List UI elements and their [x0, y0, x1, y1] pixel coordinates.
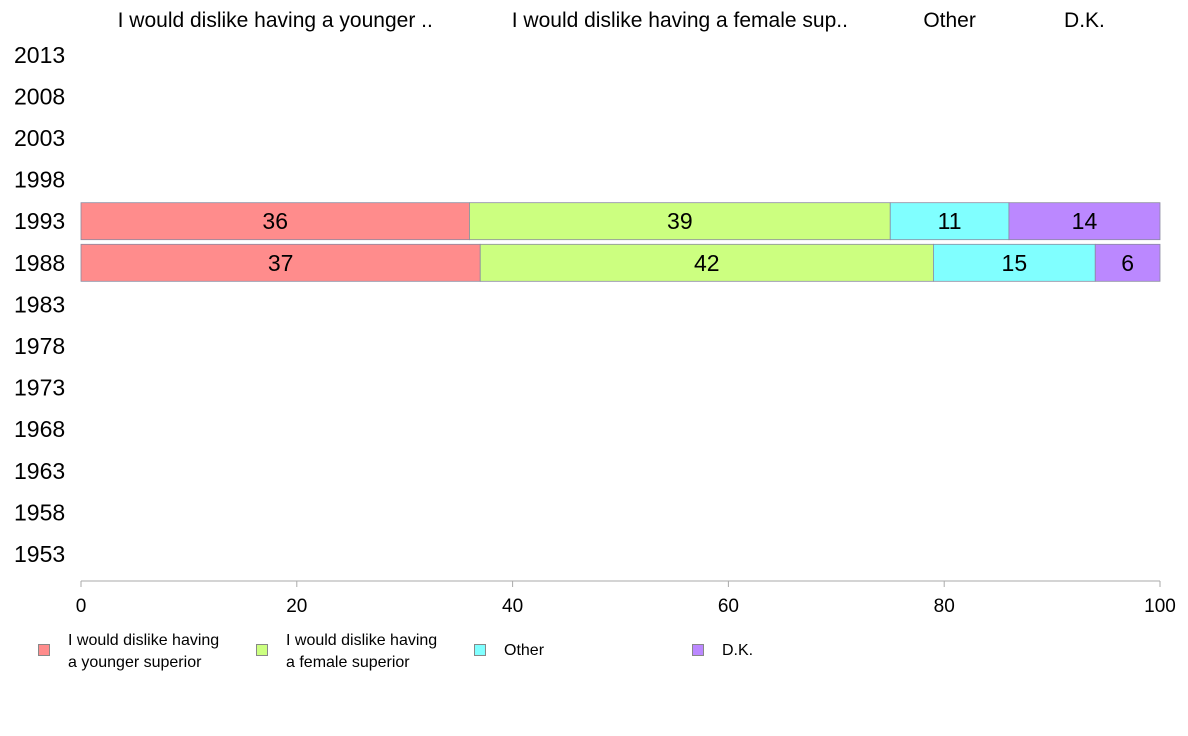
data-label: 37	[268, 250, 294, 276]
year-label: 1998	[14, 167, 65, 193]
bar-segments: 36 39 11 14 37 42 15 6	[80, 202, 1161, 282]
year-labels: 2013 2008 2003 1998 1993 1988 1983 1978 1973 1968…	[14, 42, 65, 567]
year-label: 2003	[14, 125, 65, 151]
x-tick-label: 100	[1144, 596, 1176, 617]
data-label: 36	[262, 208, 288, 234]
bar-segment-other-1993	[889, 202, 1010, 241]
data-label: 39	[667, 208, 693, 234]
stacked-bar-chart: I would dislike having a younger .. I wou…	[14, 9, 1176, 617]
x-axis: 0 20 40 60 80 100	[76, 580, 1176, 617]
year-label: 1953	[14, 541, 65, 567]
legend-swatch	[256, 644, 268, 656]
bar-segment-i-would-dislike-having-a-younger-superior-1993	[80, 202, 470, 241]
x-tick-label: 60	[718, 596, 739, 617]
legend-swatch	[474, 644, 486, 656]
legend-item-younger-superior: I would dislike having a younger superio…	[38, 630, 219, 674]
legend-item-other: Other	[474, 630, 544, 662]
legend-label: I would dislike having a female superior	[286, 632, 438, 671]
legend-item-female-superior: I would dislike having a female superior	[256, 630, 437, 674]
year-label: 1973	[14, 375, 65, 401]
data-label: 15	[1002, 250, 1028, 276]
x-tick-label: 0	[76, 596, 87, 617]
data-label: 42	[694, 250, 720, 276]
bar-segment-other-1988	[933, 243, 1096, 282]
year-label: 1978	[14, 333, 65, 359]
year-label: 1993	[14, 208, 65, 234]
data-label: 11	[938, 208, 962, 234]
column-headers: I would dislike having a younger .. I wou…	[118, 9, 1105, 32]
column-header-d-k: D.K.	[1064, 9, 1105, 32]
legend-label: Other	[504, 642, 545, 659]
legend-item-dk: D.K.	[692, 630, 753, 662]
bar-segment-d-k-1993	[1008, 202, 1161, 241]
bar-segment-i-would-dislike-having-a-female-superior-1988	[479, 243, 934, 282]
legend-swatch	[692, 644, 704, 656]
year-label: 2013	[14, 42, 65, 68]
bar-segment-i-would-dislike-having-a-younger-superior-1988	[80, 243, 481, 282]
x-tick-label: 20	[286, 596, 307, 617]
legend: I would dislike having a younger superio…	[38, 630, 1158, 680]
column-header-other: Other	[923, 9, 976, 32]
legend-label: D.K.	[722, 642, 754, 659]
x-tick-label: 80	[934, 596, 955, 617]
year-label: 1983	[14, 291, 65, 317]
year-label: 1988	[14, 250, 65, 276]
year-label: 1968	[14, 416, 65, 442]
bar-segment-d-k-1988	[1094, 243, 1161, 282]
data-label: 6	[1121, 250, 1134, 276]
column-header-i-would-dislike-having-a-younger-superior: I would dislike having a younger ..	[118, 9, 433, 32]
year-label: 1958	[14, 499, 65, 525]
year-label: 2008	[14, 83, 65, 109]
column-header-i-would-dislike-having-a-female-superior: I would dislike having a female sup..	[512, 9, 848, 32]
year-label: 1963	[14, 458, 65, 484]
bar-segment-i-would-dislike-having-a-female-superior-1993	[469, 202, 891, 241]
legend-label: I would dislike having a younger superio…	[68, 632, 220, 671]
x-tick-label: 40	[502, 596, 523, 617]
data-label: 14	[1072, 208, 1098, 234]
legend-swatch	[38, 644, 50, 656]
